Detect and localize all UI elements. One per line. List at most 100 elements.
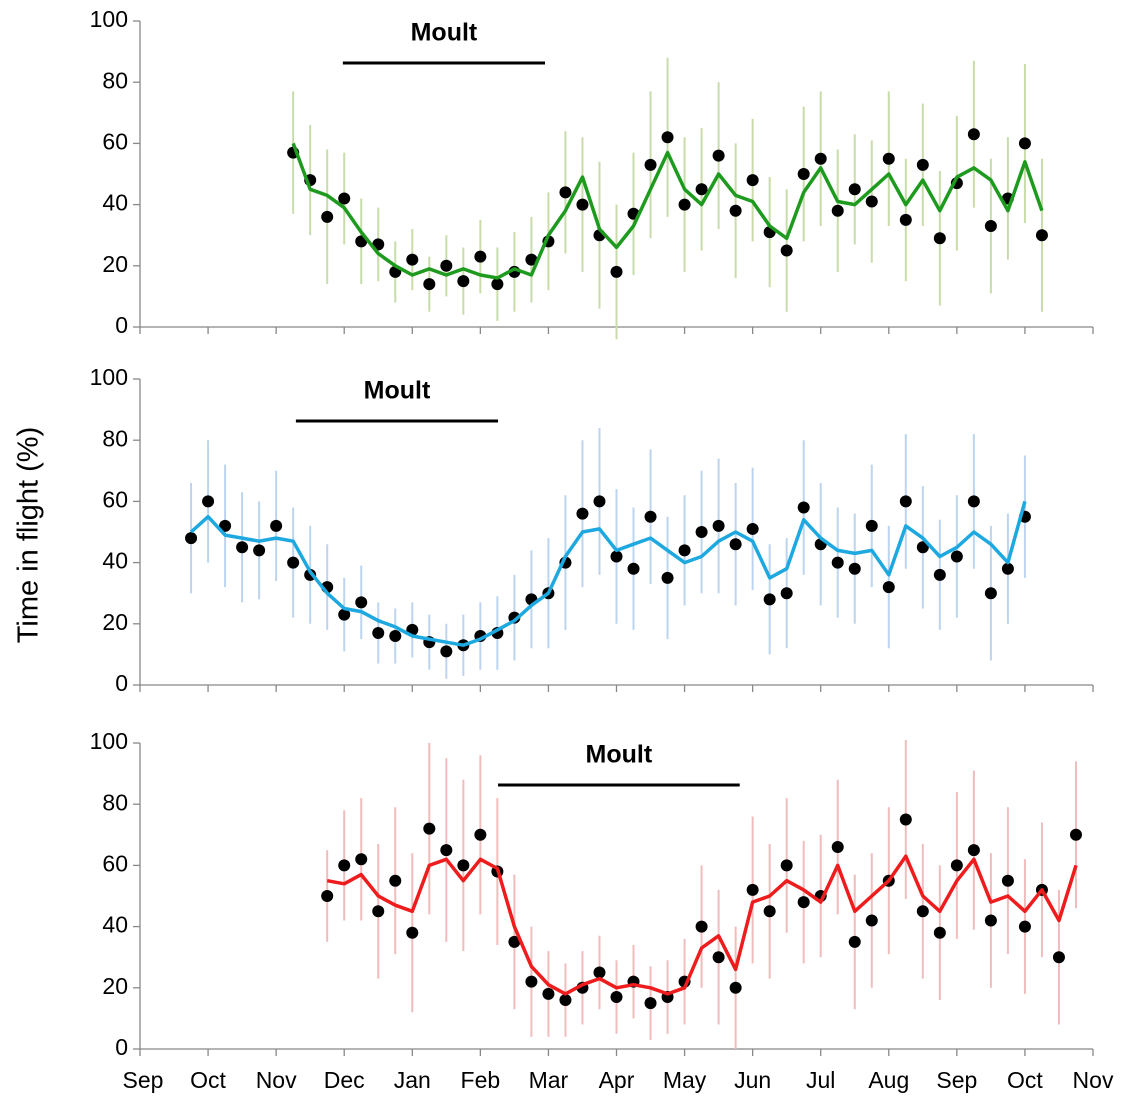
data-point — [746, 522, 759, 535]
x-tick-label: Sep — [123, 1067, 164, 1093]
data-point — [695, 920, 708, 933]
data-point — [440, 259, 453, 272]
moult-label: Moult — [586, 741, 653, 769]
data-point — [950, 859, 963, 872]
data-point — [729, 204, 742, 217]
data-point — [780, 859, 793, 872]
data-point — [865, 519, 878, 532]
y-tick-label: 100 — [90, 728, 128, 754]
data-point — [1001, 562, 1014, 575]
data-point — [746, 883, 759, 896]
data-point — [644, 510, 657, 523]
data-point — [712, 519, 725, 532]
data-point — [678, 198, 691, 211]
data-point — [1052, 951, 1065, 964]
data-point — [423, 822, 436, 835]
x-tick-label: May — [663, 1067, 707, 1093]
data-point — [678, 544, 691, 557]
y-tick-label: 0 — [115, 312, 128, 338]
data-point — [933, 568, 946, 581]
data-point — [542, 987, 555, 1000]
data-point — [984, 914, 997, 927]
x-tick-label: Dec — [324, 1067, 365, 1093]
data-point — [372, 905, 385, 918]
data-point — [661, 131, 674, 144]
data-point — [644, 158, 657, 171]
moult-label: Moult — [364, 377, 431, 405]
data-point — [916, 905, 929, 918]
y-tick-label: 60 — [102, 850, 128, 876]
y-tick-label: 60 — [102, 128, 128, 154]
y-tick-label: 80 — [102, 67, 128, 93]
data-point — [967, 128, 980, 141]
x-tick-label: Aug — [868, 1067, 909, 1093]
data-point — [1018, 920, 1031, 933]
data-point — [763, 593, 776, 606]
data-point — [1035, 229, 1048, 242]
x-tick-label: Jun — [734, 1067, 771, 1093]
data-point — [253, 544, 266, 557]
data-point — [457, 859, 470, 872]
data-point — [338, 192, 351, 205]
data-point — [729, 538, 742, 551]
data-point — [695, 183, 708, 196]
x-tick-label: Oct — [190, 1067, 226, 1093]
x-tick-label: Nov — [256, 1067, 297, 1093]
data-point — [933, 926, 946, 939]
data-point — [338, 859, 351, 872]
data-point — [372, 626, 385, 639]
y-tick-label: 100 — [90, 6, 128, 32]
data-point — [865, 914, 878, 927]
x-tick-label: Feb — [461, 1067, 501, 1093]
data-point — [627, 562, 640, 575]
x-tick-label: Nov — [1073, 1067, 1114, 1093]
y-tick-label: 20 — [102, 973, 128, 999]
y-tick-label: 0 — [115, 1034, 128, 1060]
y-tick-label: 40 — [102, 190, 128, 216]
x-tick-label: Jan — [394, 1067, 431, 1093]
data-point — [610, 265, 623, 278]
data-point — [848, 562, 861, 575]
data-point — [763, 905, 776, 918]
data-point — [593, 966, 606, 979]
data-point — [525, 253, 538, 266]
data-point — [321, 890, 334, 902]
data-point — [559, 994, 572, 1007]
data-point — [219, 519, 232, 532]
x-tick-label: Oct — [1007, 1067, 1043, 1093]
data-point — [831, 204, 844, 217]
data-point — [474, 828, 487, 841]
data-point — [423, 278, 436, 291]
data-point — [457, 275, 470, 288]
data-point — [916, 158, 929, 171]
data-point — [712, 149, 725, 162]
data-point — [236, 541, 249, 554]
data-point — [899, 813, 912, 826]
data-point — [1069, 828, 1082, 841]
data-point — [406, 926, 419, 939]
data-point — [508, 935, 521, 948]
data-point — [865, 195, 878, 208]
trend-line — [326, 854, 1078, 996]
x-tick-label: Mar — [529, 1067, 569, 1093]
data-point — [576, 198, 589, 211]
y-tick-label: 80 — [102, 789, 128, 815]
data-point — [644, 997, 657, 1010]
data-point — [576, 507, 589, 520]
y-axis-label: Time in flight (%) — [13, 427, 45, 643]
data-point — [831, 841, 844, 854]
data-point — [185, 532, 198, 545]
y-tick-label: 40 — [102, 548, 128, 574]
data-point — [780, 587, 793, 600]
data-point — [967, 844, 980, 857]
data-point — [797, 896, 810, 909]
x-tick-label: Jul — [806, 1067, 835, 1093]
y-tick-label: 20 — [102, 251, 128, 277]
data-point — [916, 541, 929, 554]
data-point — [610, 990, 623, 1003]
trend-line — [189, 500, 1027, 647]
y-tick-label: 60 — [102, 486, 128, 512]
data-point — [474, 250, 487, 263]
x-tick-label: Sep — [936, 1067, 977, 1093]
